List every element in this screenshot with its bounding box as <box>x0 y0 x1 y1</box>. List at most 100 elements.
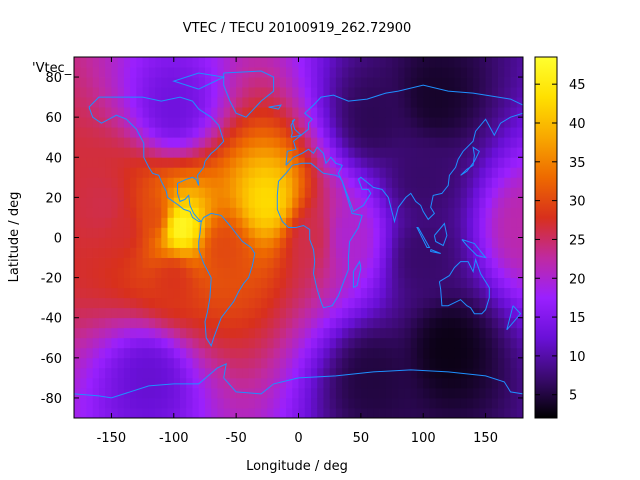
heatmap-cell <box>186 147 193 158</box>
heatmap-cell <box>86 57 94 68</box>
heatmap-cell <box>74 207 81 218</box>
heatmap-cell <box>348 197 356 208</box>
heatmap-cell <box>136 227 143 238</box>
heatmap-cell <box>423 227 430 238</box>
heatmap-cell <box>292 117 299 128</box>
heatmap-cell <box>192 307 200 319</box>
heatmap-cell <box>323 237 331 248</box>
heatmap-cell <box>242 87 250 98</box>
heatmap-cell <box>398 347 405 359</box>
heatmap-cell <box>510 157 518 168</box>
heatmap-cell <box>267 297 274 309</box>
heatmap-cell <box>304 87 312 98</box>
heatmap-cell <box>142 97 150 108</box>
heatmap-cell <box>398 167 405 178</box>
heatmap-cell <box>429 347 437 359</box>
heatmap-cell <box>510 297 518 309</box>
heatmap-cell <box>286 187 293 198</box>
heatmap-cell <box>105 377 112 389</box>
heatmap-cell <box>323 197 331 208</box>
heatmap-cell <box>504 217 511 228</box>
heatmap-cell <box>373 267 380 279</box>
heatmap-cell <box>155 387 162 399</box>
heatmap-cell <box>167 217 175 228</box>
heatmap-cell <box>192 337 200 349</box>
heatmap-cell <box>354 407 362 418</box>
heatmap-cell <box>466 87 474 98</box>
heatmap-cell <box>105 207 112 218</box>
heatmap-cell <box>92 237 100 248</box>
heatmap-cell <box>211 327 218 339</box>
heatmap-cell <box>86 237 94 248</box>
heatmap-cell <box>385 357 393 369</box>
heatmap-cell <box>267 127 274 138</box>
heatmap-cell <box>117 67 125 78</box>
heatmap-cell <box>510 327 518 339</box>
heatmap-cell <box>473 387 480 399</box>
heatmap-cell <box>111 297 119 309</box>
heatmap-cell <box>273 407 281 418</box>
heatmap-cell <box>111 407 119 418</box>
heatmap-cell <box>335 277 343 289</box>
heatmap-cell <box>111 137 119 148</box>
heatmap-cell <box>74 347 81 359</box>
colorbar-tick-label: 20 <box>569 272 586 287</box>
heatmap-cell <box>223 267 231 279</box>
heatmap-cell <box>335 327 343 339</box>
heatmap-cell <box>404 237 412 248</box>
heatmap-cell <box>335 187 343 198</box>
heatmap-cell <box>441 177 449 188</box>
heatmap-cell <box>354 197 362 208</box>
heatmap-cell <box>86 287 94 299</box>
heatmap-cell <box>111 107 119 118</box>
heatmap-cell <box>398 187 405 198</box>
heatmap-cell <box>373 227 380 238</box>
heatmap-cell <box>385 297 393 309</box>
heatmap-cell <box>491 237 499 248</box>
heatmap-cell <box>479 257 486 268</box>
heatmap-cell <box>404 197 412 208</box>
heatmap-cell <box>342 177 349 188</box>
heatmap-cell <box>242 147 250 158</box>
heatmap-cell <box>441 387 449 399</box>
heatmap-cell <box>273 87 281 98</box>
heatmap-cell <box>435 197 443 208</box>
heatmap-cell <box>498 327 505 339</box>
heatmap-cell <box>254 107 262 118</box>
heatmap-cell <box>198 247 206 258</box>
heatmap-cell <box>148 317 156 329</box>
heatmap-cell <box>217 57 225 68</box>
heatmap-cell <box>286 267 293 279</box>
heatmap-cell <box>161 297 168 309</box>
heatmap-cell <box>211 117 218 128</box>
heatmap-cell <box>130 247 137 258</box>
heatmap-cell <box>204 357 212 369</box>
heatmap-cell <box>342 317 349 329</box>
heatmap-cell <box>323 277 331 289</box>
heatmap-cell <box>155 307 162 319</box>
heatmap-cell <box>485 67 493 78</box>
heatmap-cell <box>491 117 499 128</box>
heatmap-cell <box>111 67 119 78</box>
heatmap-cell <box>130 287 137 299</box>
heatmap-cell <box>273 337 281 349</box>
heatmap-cell <box>410 367 418 379</box>
heatmap-cell <box>392 117 399 128</box>
heatmap-cell <box>211 257 218 268</box>
heatmap-cell <box>510 257 518 268</box>
heatmap-cell <box>292 57 299 68</box>
heatmap-cell <box>167 297 175 309</box>
heatmap-cell <box>130 327 137 339</box>
heatmap-cell <box>74 327 81 339</box>
heatmap-cell <box>148 147 156 158</box>
heatmap-cell <box>317 247 324 258</box>
heatmap-cell <box>335 397 343 409</box>
heatmap-cell <box>74 267 81 279</box>
heatmap-cell <box>186 307 193 319</box>
heatmap-cell <box>155 97 162 108</box>
heatmap-cell <box>204 57 212 68</box>
heatmap-cell <box>286 357 293 369</box>
heatmap-cell <box>167 107 175 118</box>
heatmap-cell <box>236 87 243 98</box>
heatmap-cell <box>410 347 418 359</box>
